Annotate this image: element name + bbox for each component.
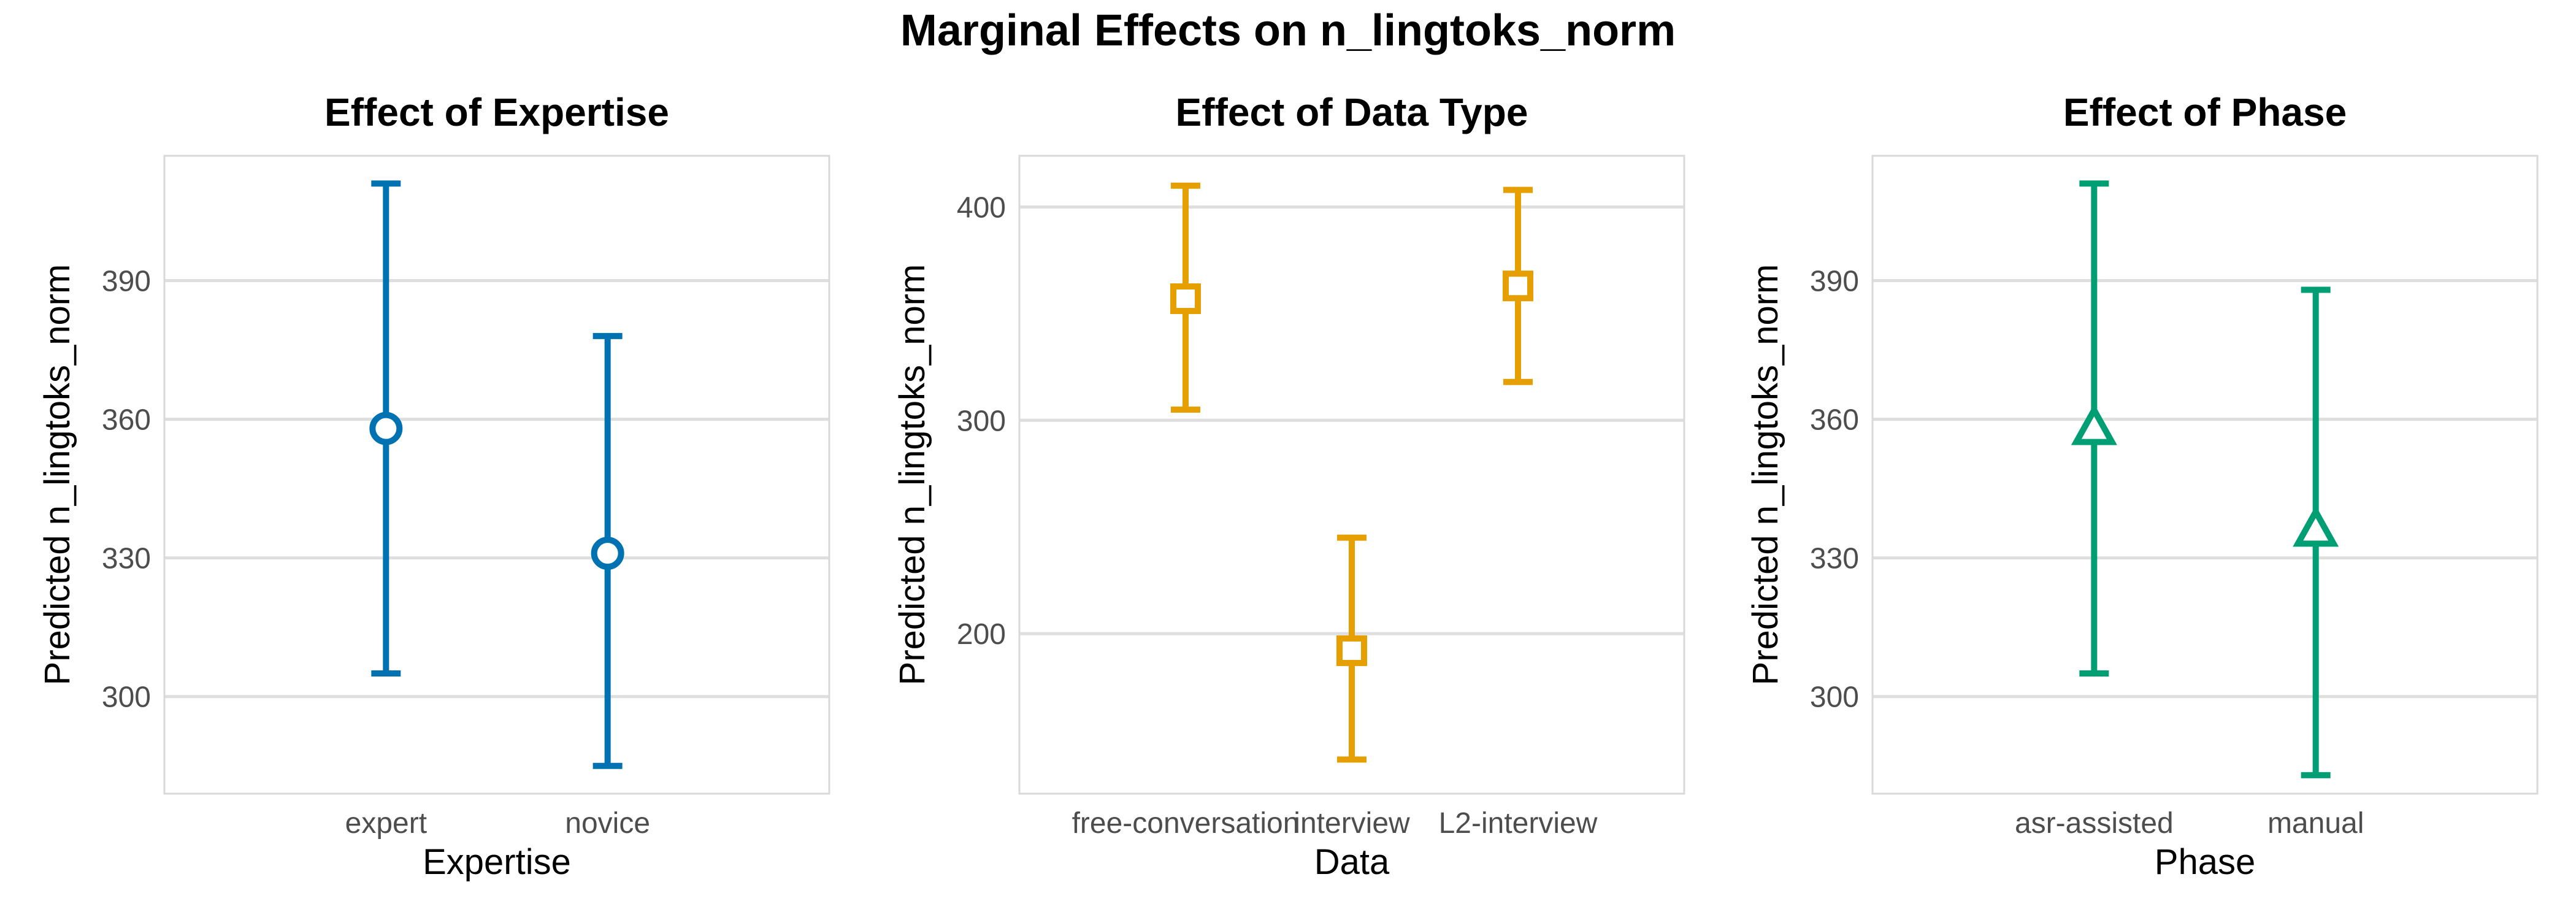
chart-panel-2: Effect of Data Type 200 300 400 free-convers… [892, 90, 1685, 882]
data-point [1336, 635, 1367, 666]
error-bar [369, 180, 403, 677]
y-tick-label: 330 [102, 543, 151, 575]
plot-border [163, 155, 830, 795]
figure-title: Marginal Effects on n_lingtoks_norm [900, 6, 1676, 55]
x-axis-label: Phase [2155, 842, 2255, 882]
y-tick-label: 300 [1810, 681, 1859, 714]
data-point [591, 537, 624, 570]
data-point [2071, 404, 2117, 445]
plot-border [1018, 155, 1685, 795]
y-tick-label: 330 [1810, 543, 1859, 575]
x-tick-label: manual [2267, 807, 2364, 840]
panel-title: Effect of Data Type [1176, 90, 1528, 134]
error-bar [2071, 180, 2117, 677]
error-bar [591, 332, 624, 769]
error-bar [1170, 182, 1201, 413]
y-tick-label: 360 [102, 404, 151, 437]
y-axis-label: Predicted n_lingtoks_norm [1746, 264, 1785, 686]
panel-title: Effect of Expertise [324, 90, 669, 134]
chart-panel-1: Effect of Expertise 300 330 360 390 expert nov… [37, 90, 830, 882]
y-axis-label: Predicted n_lingtoks_norm [892, 264, 932, 686]
y-tick-label: 300 [957, 405, 1006, 437]
error-bar [1503, 186, 1533, 385]
y-axis-label: Predicted n_lingtoks_norm [37, 264, 77, 686]
plot-border [1871, 155, 2539, 795]
x-tick-label: expert [345, 807, 427, 840]
x-axis-label: Expertise [423, 842, 571, 882]
x-tick-label: asr-assisted [2015, 807, 2174, 840]
y-tick-label: 360 [1810, 404, 1859, 437]
data-point [1170, 283, 1201, 315]
data-point [1503, 270, 1533, 302]
y-tick-label: 300 [102, 681, 151, 714]
data-point [369, 412, 403, 445]
panel-title: Effect of Phase [2063, 90, 2347, 134]
error-bar [2293, 286, 2339, 778]
y-tick-label: 400 [957, 191, 1006, 224]
y-tick-label: 200 [957, 618, 1006, 651]
x-axis-label: Data [1314, 842, 1390, 882]
data-point [2293, 505, 2339, 547]
y-tick-label: 390 [1810, 265, 1859, 297]
error-bar [1336, 534, 1367, 763]
chart-panels: Effect of Expertise 300 330 360 390 expert nov… [37, 90, 2539, 882]
chart-panel-3: Effect of Phase 300 330 360 390 asr-assisted m… [1746, 90, 2539, 882]
x-tick-label: L2-interview [1439, 807, 1598, 840]
x-tick-label: novice [565, 807, 650, 840]
x-tick-label: interview [1294, 807, 1410, 840]
y-tick-label: 390 [102, 265, 151, 297]
x-tick-label: free-conversation [1072, 807, 1300, 840]
